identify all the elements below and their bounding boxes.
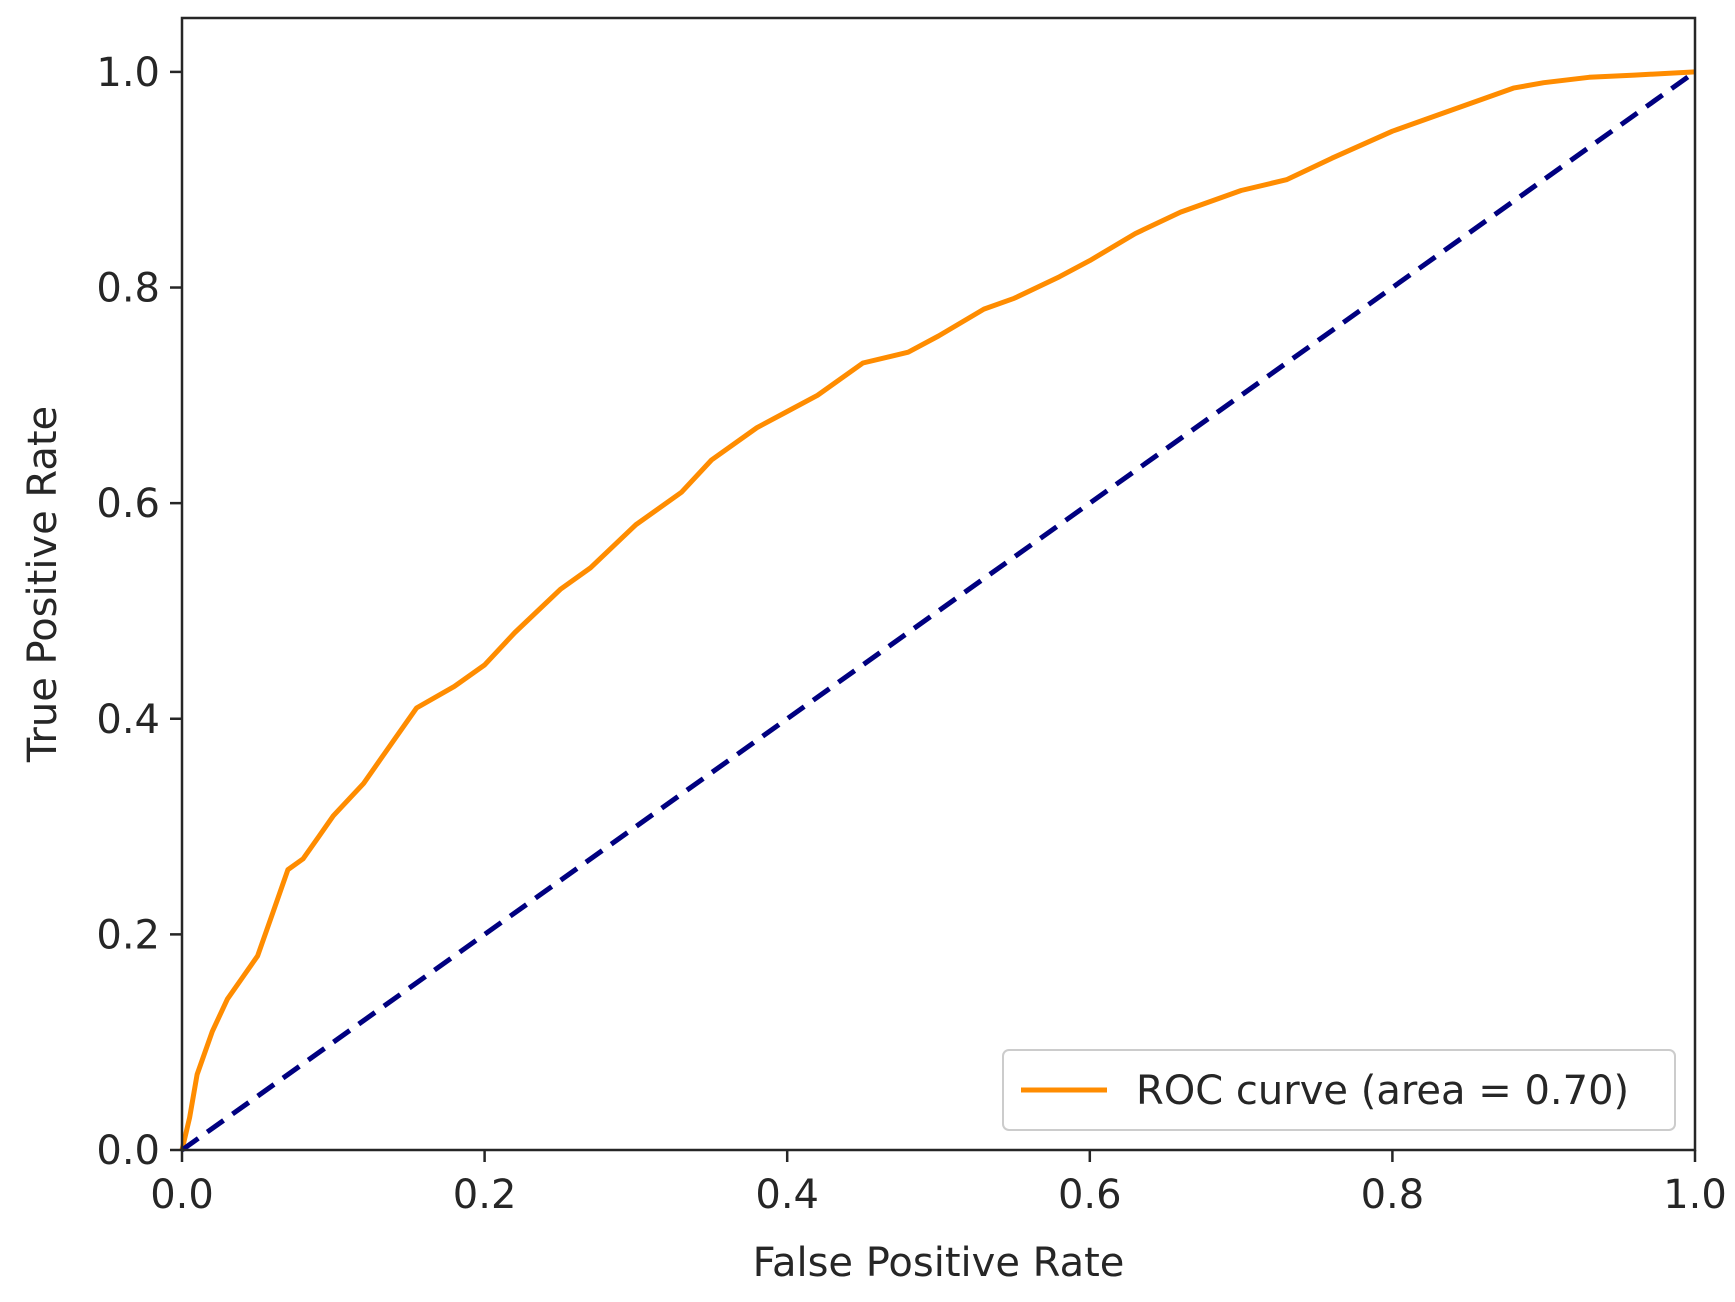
x-tick-label: 0.0 xyxy=(150,1172,214,1218)
y-tick-label: 0.6 xyxy=(96,481,160,527)
legend-label-roc: ROC curve (area = 0.70) xyxy=(1136,1068,1629,1114)
legend: ROC curve (area = 0.70) xyxy=(1002,1049,1676,1131)
y-tick-label: 0.8 xyxy=(96,266,160,312)
y-axis-ticks: 0.0 0.2 0.4 0.6 0.8 1.0 xyxy=(96,50,182,1174)
series-line-roc-curve xyxy=(179,69,1696,1151)
x-tick-label: 0.6 xyxy=(1058,1172,1122,1218)
y-tick-label: 0.2 xyxy=(96,912,160,958)
y-tick-label: 0.4 xyxy=(96,697,160,743)
legend-box xyxy=(1002,1049,1676,1131)
x-tick-label: 1.0 xyxy=(1663,1172,1727,1218)
x-tick-label: 0.4 xyxy=(755,1172,819,1218)
x-axis-ticks: 0.0 0.2 0.4 0.6 0.8 1.0 xyxy=(150,1150,1727,1218)
plot-area xyxy=(179,69,1697,1153)
y-tick-label: 0.0 xyxy=(96,1128,160,1174)
y-tick-label: 1.0 xyxy=(96,50,160,96)
x-tick-label: 0.8 xyxy=(1361,1172,1425,1218)
y-axis-label: True Positive Rate xyxy=(20,406,66,763)
x-tick-label: 0.2 xyxy=(453,1172,517,1218)
x-axis-label: False Positive Rate xyxy=(753,1240,1125,1286)
axes-frame xyxy=(180,16,1697,1152)
